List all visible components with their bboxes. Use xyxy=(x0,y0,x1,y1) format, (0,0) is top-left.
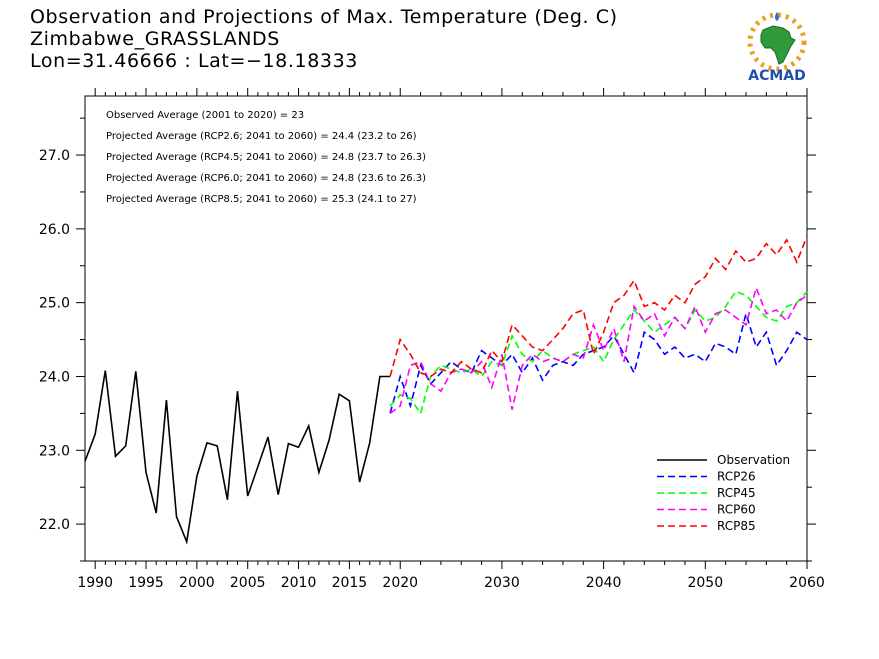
y-axis: 22.0 23.0 24.0 25.0 26.0 27.0 xyxy=(39,117,816,562)
x-tick-label: 2015 xyxy=(332,575,368,591)
x-tick-label: 2005 xyxy=(230,575,266,591)
annotation-observed-average: Observed Average (2001 to 2020) = 23 xyxy=(106,110,304,121)
annotation-rcp45: Projected Average (RCP4.5; 2041 to 2060)… xyxy=(106,152,426,163)
legend: Observation RCP26 RCP45 RCP60 RCP85 xyxy=(657,453,790,533)
plot-frame xyxy=(84,95,808,562)
chart-title-block: Observation and Projections of Max. Temp… xyxy=(30,6,618,72)
x-axis: 1990 1995 2000 2005 2010 2015 2020 2030 2040 2050… xyxy=(77,88,825,591)
chart-subtitle-coordinates: Lon=31.46666 : Lat=−18.18333 xyxy=(30,50,358,72)
annotation-rcp60: Projected Average (RCP6.0; 2041 to 2060)… xyxy=(106,173,426,184)
sun-rays-icon xyxy=(747,12,807,72)
x-tick-label: 1995 xyxy=(128,575,164,591)
x-tick-label: 2060 xyxy=(789,575,825,591)
legend-label-rcp60: RCP60 xyxy=(717,503,756,517)
series-lines xyxy=(84,235,808,545)
acmad-logo: ACMAD xyxy=(747,12,807,84)
series-line-rcp26 xyxy=(389,310,808,414)
series-line-rcp45 xyxy=(389,290,808,416)
chart-title: Observation and Projections of Max. Temp… xyxy=(30,6,618,28)
series-line-rcp85 xyxy=(389,235,808,378)
x-tick-label: 2010 xyxy=(281,575,317,591)
y-tick-label: 26.0 xyxy=(39,222,70,238)
x-tick-label: 2030 xyxy=(484,575,520,591)
chart-subtitle-region: Zimbabwe_GRASSLANDS xyxy=(30,28,280,50)
y-tick-label: 27.0 xyxy=(39,148,70,164)
annotation-rcp85: Projected Average (RCP8.5; 2041 to 2060)… xyxy=(106,194,417,205)
legend-label-observation: Observation xyxy=(717,453,790,467)
x-tick-label: 2000 xyxy=(179,575,215,591)
y-tick-label: 24.0 xyxy=(39,369,70,385)
y-tick-label: 22.0 xyxy=(39,517,70,533)
y-tick-label: 23.0 xyxy=(39,443,70,459)
legend-label-rcp26: RCP26 xyxy=(717,470,756,484)
annotation-rcp26: Projected Average (RCP2.6; 2041 to 2060)… xyxy=(106,131,417,142)
x-tick-label: 1990 xyxy=(77,575,113,591)
series-line-observation xyxy=(84,370,391,545)
series-line-rcp60 xyxy=(389,285,808,415)
x-tick-label: 2020 xyxy=(382,575,418,591)
x-tick-label: 2040 xyxy=(586,575,622,591)
logo-text: ACMAD xyxy=(748,68,806,84)
x-tick-label: 2050 xyxy=(687,575,723,591)
annotations-block: Observed Average (2001 to 2020) = 23 Pro… xyxy=(106,110,426,205)
water-drop-icon xyxy=(775,12,779,21)
y-tick-label: 25.0 xyxy=(39,296,70,312)
legend-label-rcp45: RCP45 xyxy=(717,486,756,500)
africa-map-icon xyxy=(760,25,796,65)
legend-label-rcp85: RCP85 xyxy=(717,519,756,533)
